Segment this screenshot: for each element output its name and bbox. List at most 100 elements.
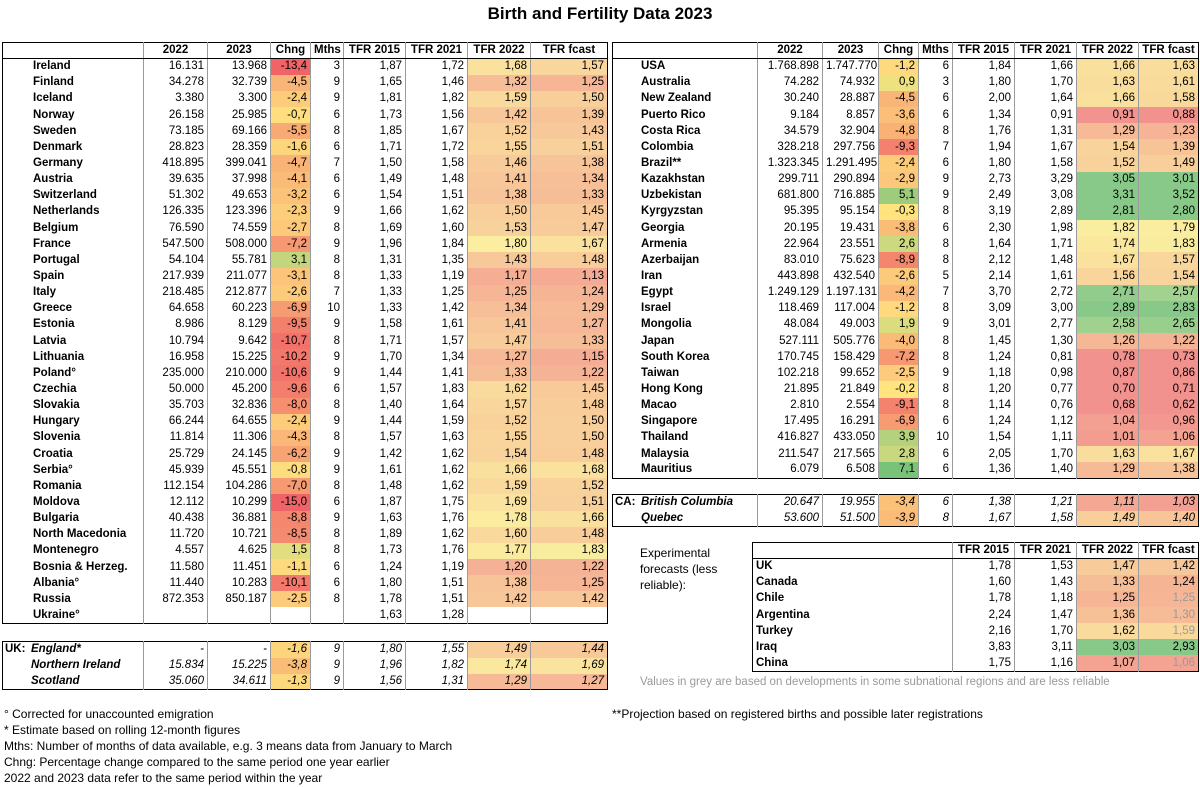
data-cell: 6 (310, 187, 344, 204)
data-cell: 9 (310, 462, 344, 479)
data-cell: 3,52 (1138, 187, 1199, 204)
data-cell: 30.240 (757, 90, 823, 108)
data-cell: 1,59 (467, 478, 531, 495)
data-cell: -4,1 (270, 171, 311, 188)
data-cell: 6 (310, 559, 344, 576)
data-cell: 3,19 (952, 203, 1015, 221)
data-cell: 1,83 (530, 542, 608, 559)
data-cell: 2,89 (1076, 300, 1139, 317)
data-cell: 299.711 (757, 171, 823, 188)
data-row: CA: British Columbia 20.647 19.955 -3,4 6 1,38… (612, 494, 1199, 511)
data-cell: 7 (918, 284, 953, 301)
data-cell: 217.939 (143, 268, 208, 285)
data-cell: 3,03 (1076, 639, 1139, 656)
data-cell: 1,33 (530, 187, 608, 204)
column-header: 2023 (822, 42, 879, 60)
data-cell: -6,2 (270, 446, 311, 463)
data-cell: 6 (918, 90, 953, 108)
data-cell: 2,93 (1138, 639, 1199, 656)
data-cell: 1,83 (1138, 236, 1199, 253)
data-cell: 8 (310, 526, 344, 543)
data-cell: 328.218 (757, 139, 823, 156)
data-cell: 1,48 (530, 446, 608, 463)
data-cell: 1,59 (1138, 623, 1199, 640)
data-row: Canada 1,60 1,43 1,33 1,24 (752, 574, 1199, 591)
data-cell: 1,50 (530, 429, 608, 447)
footnote: Chng: Percentage change compared to the … (4, 755, 390, 769)
data-cell: 2,80 (1138, 203, 1199, 221)
data-cell: 211.547 (757, 446, 823, 463)
data-cell: 64.658 (143, 300, 208, 317)
data-cell: 1,59 (405, 413, 468, 430)
data-cell: -4,7 (270, 155, 311, 172)
data-cell: 1,18 (1014, 590, 1077, 608)
country-name: Belgium (33, 221, 79, 234)
data-cell: 1,83 (405, 381, 468, 398)
data-cell: 1,71 (343, 333, 406, 350)
data-cell: -15,0 (270, 494, 311, 511)
footnote-right: **Projection based on registered births … (612, 707, 983, 721)
row-name: Norway (2, 107, 144, 124)
column-header: TFR 2022 (1076, 42, 1139, 60)
data-cell: 1,44 (343, 365, 406, 382)
data-cell: 3,11 (1014, 639, 1077, 656)
data-cell: 1,51 (530, 494, 608, 511)
data-row: Macao 2.810 2.554 -9,1 8 1,14 0,76 0,68 0,62 (612, 397, 1199, 414)
data-row: Taiwan 102.218 99.652 -2,5 9 1,18 0,98 0,87 0,86 (612, 365, 1199, 382)
data-cell: 1,50 (467, 203, 531, 221)
data-cell: 1,06 (1138, 429, 1199, 447)
data-cell: 112.154 (143, 478, 208, 495)
data-cell: 22.964 (757, 236, 823, 253)
country-name: Taiwan (641, 366, 680, 379)
data-row: Estonia 8.986 8.129 -9,5 9 1,58 1,61 1,41 1,27 (2, 316, 608, 334)
data-row: Colombia 328.218 297.756 -9,3 7 1,94 1,67 1,54 1… (612, 139, 1199, 156)
data-cell: 10.299 (207, 494, 271, 511)
data-cell: -10,6 (270, 365, 311, 382)
country-name: Turkey (756, 624, 793, 637)
data-cell: 9 (310, 673, 344, 690)
data-cell: 1,36 (1076, 607, 1139, 624)
row-name: Taiwan (612, 365, 758, 382)
data-cell: 51.302 (143, 187, 208, 204)
data-cell: 6.508 (822, 462, 879, 479)
data-cell: 11.451 (207, 559, 271, 576)
data-cell: -2,6 (878, 268, 919, 285)
data-row: Uzbekistan 681.800 716.885 5,1 9 2,49 3,08 3,31… (612, 187, 1199, 204)
footnote: Mths: Number of months of data available… (4, 739, 453, 753)
data-cell: 2.554 (822, 397, 879, 414)
data-cell: 1,64 (952, 236, 1015, 253)
data-cell: -2,4 (270, 90, 311, 108)
data-cell: 872.353 (143, 591, 208, 608)
data-cell: 1,47 (1014, 607, 1077, 624)
data-cell: 8.857 (822, 107, 879, 124)
row-name: Costa Rica (612, 123, 758, 140)
country-name: Slovakia (33, 399, 80, 412)
data-row: Netherlands 126.335 123.396 -2,3 9 1,66 1,62 1,… (2, 203, 608, 221)
data-cell: 1,31 (405, 673, 468, 690)
row-name: Albania° (2, 575, 144, 592)
data-cell: 1,38 (1138, 462, 1199, 479)
data-cell: 8 (310, 123, 344, 140)
data-cell: 1,33 (343, 300, 406, 317)
data-cell: 527.111 (757, 333, 823, 350)
data-cell: 218.485 (143, 284, 208, 301)
data-cell: 1,66 (467, 462, 531, 479)
data-cell: 53.600 (757, 510, 823, 527)
country-name: Iran (641, 270, 663, 283)
country-name: Sweden (33, 124, 77, 137)
data-cell: 2,83 (1138, 300, 1199, 317)
data-cell: 8 (918, 300, 953, 317)
data-cell: 0,68 (1076, 397, 1139, 414)
data-cell: 1,62 (405, 446, 468, 463)
country-name: Armenia (641, 237, 688, 250)
data-row: Ukraine° 1,63 1,28 (2, 607, 608, 624)
data-cell: 1,46 (467, 155, 531, 172)
country-name: Egypt (641, 286, 673, 299)
data-cell: 1,82 (1076, 220, 1139, 237)
data-cell: 19.431 (822, 220, 879, 237)
data-row: Austria 39.635 37.998 -4,1 6 1,49 1,48 1,41 1,34 (2, 171, 608, 188)
data-row: Switzerland 51.302 49.653 -3,2 6 1,54 1,51 1,38… (2, 187, 608, 204)
data-cell: 1,52 (530, 478, 608, 495)
data-cell: 2,58 (1076, 316, 1139, 334)
